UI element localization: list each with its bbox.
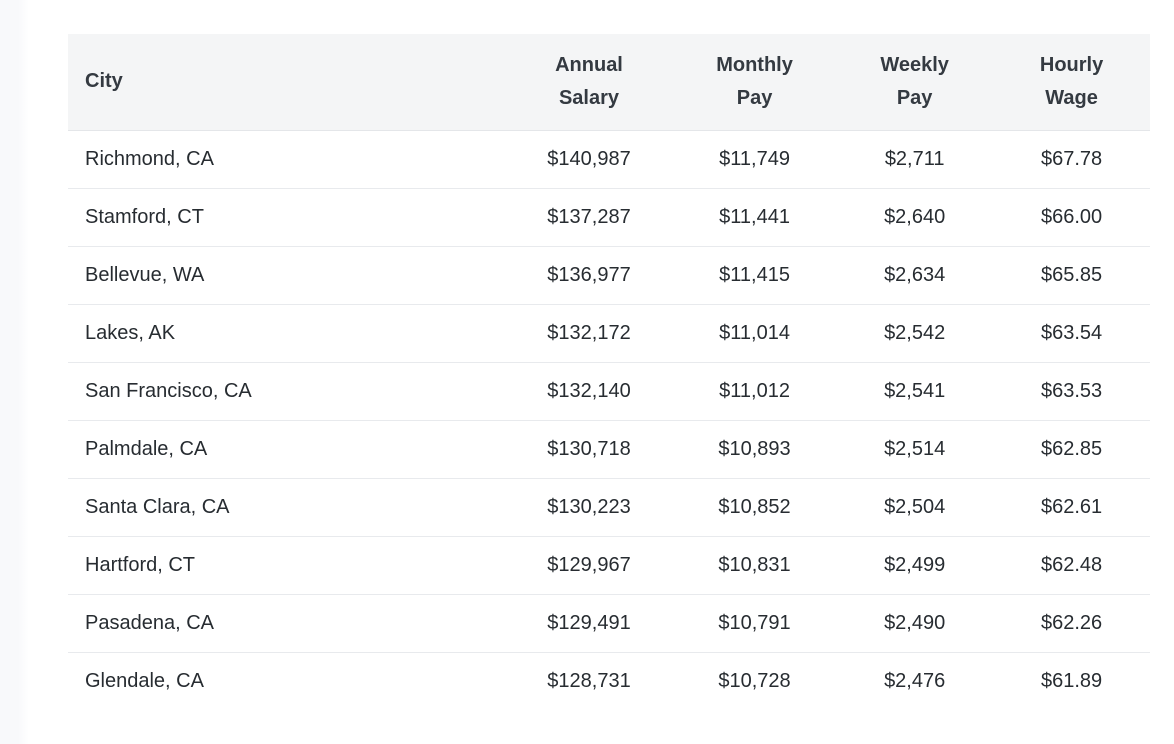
table-body: Richmond, CA $140,987 $11,749 $2,711 $67.78 S…: [68, 130, 1150, 710]
column-header-hourly-wage: Hourly Wage: [993, 34, 1150, 131]
table-row: Bellevue, WA $136,977 $11,415 $2,634 $65.85: [68, 246, 1150, 305]
hourly-cell: $67.78: [993, 130, 1150, 189]
page-content: City Annual Salary Monthly Pay Weekly Pa…: [68, 34, 1150, 710]
column-header-monthly-pay: Monthly Pay: [672, 34, 837, 131]
weekly-cell: $2,640: [836, 188, 994, 247]
monthly-cell: $10,893: [672, 420, 837, 479]
annual-cell: $132,172: [505, 304, 673, 363]
weekly-cell: $2,514: [836, 420, 994, 479]
city-cell: Stamford, CT: [68, 188, 506, 247]
weekly-cell: $2,504: [836, 478, 994, 537]
hourly-cell: $62.85: [993, 420, 1150, 479]
hourly-cell: $66.00: [993, 188, 1150, 247]
table-row: Pasadena, CA $129,491 $10,791 $2,490 $62.26: [68, 594, 1150, 653]
annual-cell: $140,987: [505, 130, 673, 189]
column-header-weekly-pay: Weekly Pay: [836, 34, 994, 131]
hourly-cell: $63.53: [993, 362, 1150, 421]
hourly-cell: $63.54: [993, 304, 1150, 363]
hourly-cell: $62.48: [993, 536, 1150, 595]
table-row: Glendale, CA $128,731 $10,728 $2,476 $61.89: [68, 652, 1150, 710]
table-row: Lakes, AK $132,172 $11,014 $2,542 $63.54: [68, 304, 1150, 363]
weekly-cell: $2,476: [884, 669, 946, 692]
table-row: San Francisco, CA $132,140 $11,012 $2,541 $6…: [68, 362, 1150, 421]
monthly-cell: $11,012: [672, 362, 837, 421]
weekly-cell: $2,490: [836, 594, 994, 653]
annual-cell: $130,223: [505, 478, 673, 537]
column-header-city: City: [68, 34, 506, 131]
city-cell: Santa Clara, CA: [68, 478, 506, 537]
monthly-cell: $10,852: [672, 478, 837, 537]
annual-cell: $129,491: [505, 594, 673, 653]
monthly-cell: $10,791: [672, 594, 837, 653]
table-row: Richmond, CA $140,987 $11,749 $2,711 $67.78: [68, 130, 1150, 189]
city-cell: Palmdale, CA: [68, 420, 506, 479]
city-cell: Bellevue, WA: [68, 246, 506, 305]
weekly-cell: $2,634: [836, 246, 994, 305]
annual-cell: $137,287: [505, 188, 673, 247]
monthly-cell: $10,728: [718, 669, 791, 692]
weekly-cell: $2,711: [836, 130, 994, 189]
column-header-monthly-pay-label: Monthly Pay: [716, 53, 793, 109]
annual-cell: $129,967: [505, 536, 673, 595]
hourly-cell: $62.61: [993, 478, 1150, 537]
annual-cell: $136,977: [505, 246, 673, 305]
hourly-cell: $65.85: [993, 246, 1150, 305]
city-cell: Richmond, CA: [68, 130, 506, 189]
annual-cell: $128,731: [547, 669, 631, 692]
table-row: Stamford, CT $137,287 $11,441 $2,640 $66.00: [68, 188, 1150, 247]
weekly-cell: $2,499: [836, 536, 994, 595]
table-row: Santa Clara, CA $130,223 $10,852 $2,504 $62.…: [68, 478, 1150, 537]
table-row: Palmdale, CA $130,718 $10,893 $2,514 $62.85: [68, 420, 1150, 479]
column-header-weekly-pay-label: Weekly Pay: [880, 53, 949, 109]
city-cell: San Francisco, CA: [68, 362, 506, 421]
hourly-cell: $61.89: [1040, 669, 1103, 692]
hourly-cell: $62.26: [993, 594, 1150, 653]
salary-table: City Annual Salary Monthly Pay Weekly Pa…: [68, 34, 1150, 710]
monthly-cell: $11,415: [672, 246, 837, 305]
city-cell: Lakes, AK: [68, 304, 506, 363]
monthly-cell: $11,441: [672, 188, 837, 247]
monthly-cell: $11,749: [672, 130, 837, 189]
city-cell: Hartford, CT: [68, 536, 506, 595]
column-header-annual-salary: Annual Salary: [505, 34, 673, 131]
table-row: Hartford, CT $129,967 $10,831 $2,499 $62.48: [68, 536, 1150, 595]
monthly-cell: $11,014: [672, 304, 837, 363]
annual-cell: $130,718: [505, 420, 673, 479]
table-header-row: City Annual Salary Monthly Pay Weekly Pa…: [68, 34, 1150, 131]
column-header-hourly-wage-label: Hourly Wage: [1039, 53, 1104, 109]
column-header-annual-salary-label: Annual Salary: [555, 53, 623, 109]
monthly-cell: $10,831: [672, 536, 837, 595]
weekly-cell: $2,541: [836, 362, 994, 421]
city-cell: Glendale, CA: [85, 669, 204, 692]
left-gutter: [0, 0, 29, 744]
annual-cell: $132,140: [505, 362, 673, 421]
city-cell: Pasadena, CA: [68, 594, 506, 653]
weekly-cell: $2,542: [836, 304, 994, 363]
